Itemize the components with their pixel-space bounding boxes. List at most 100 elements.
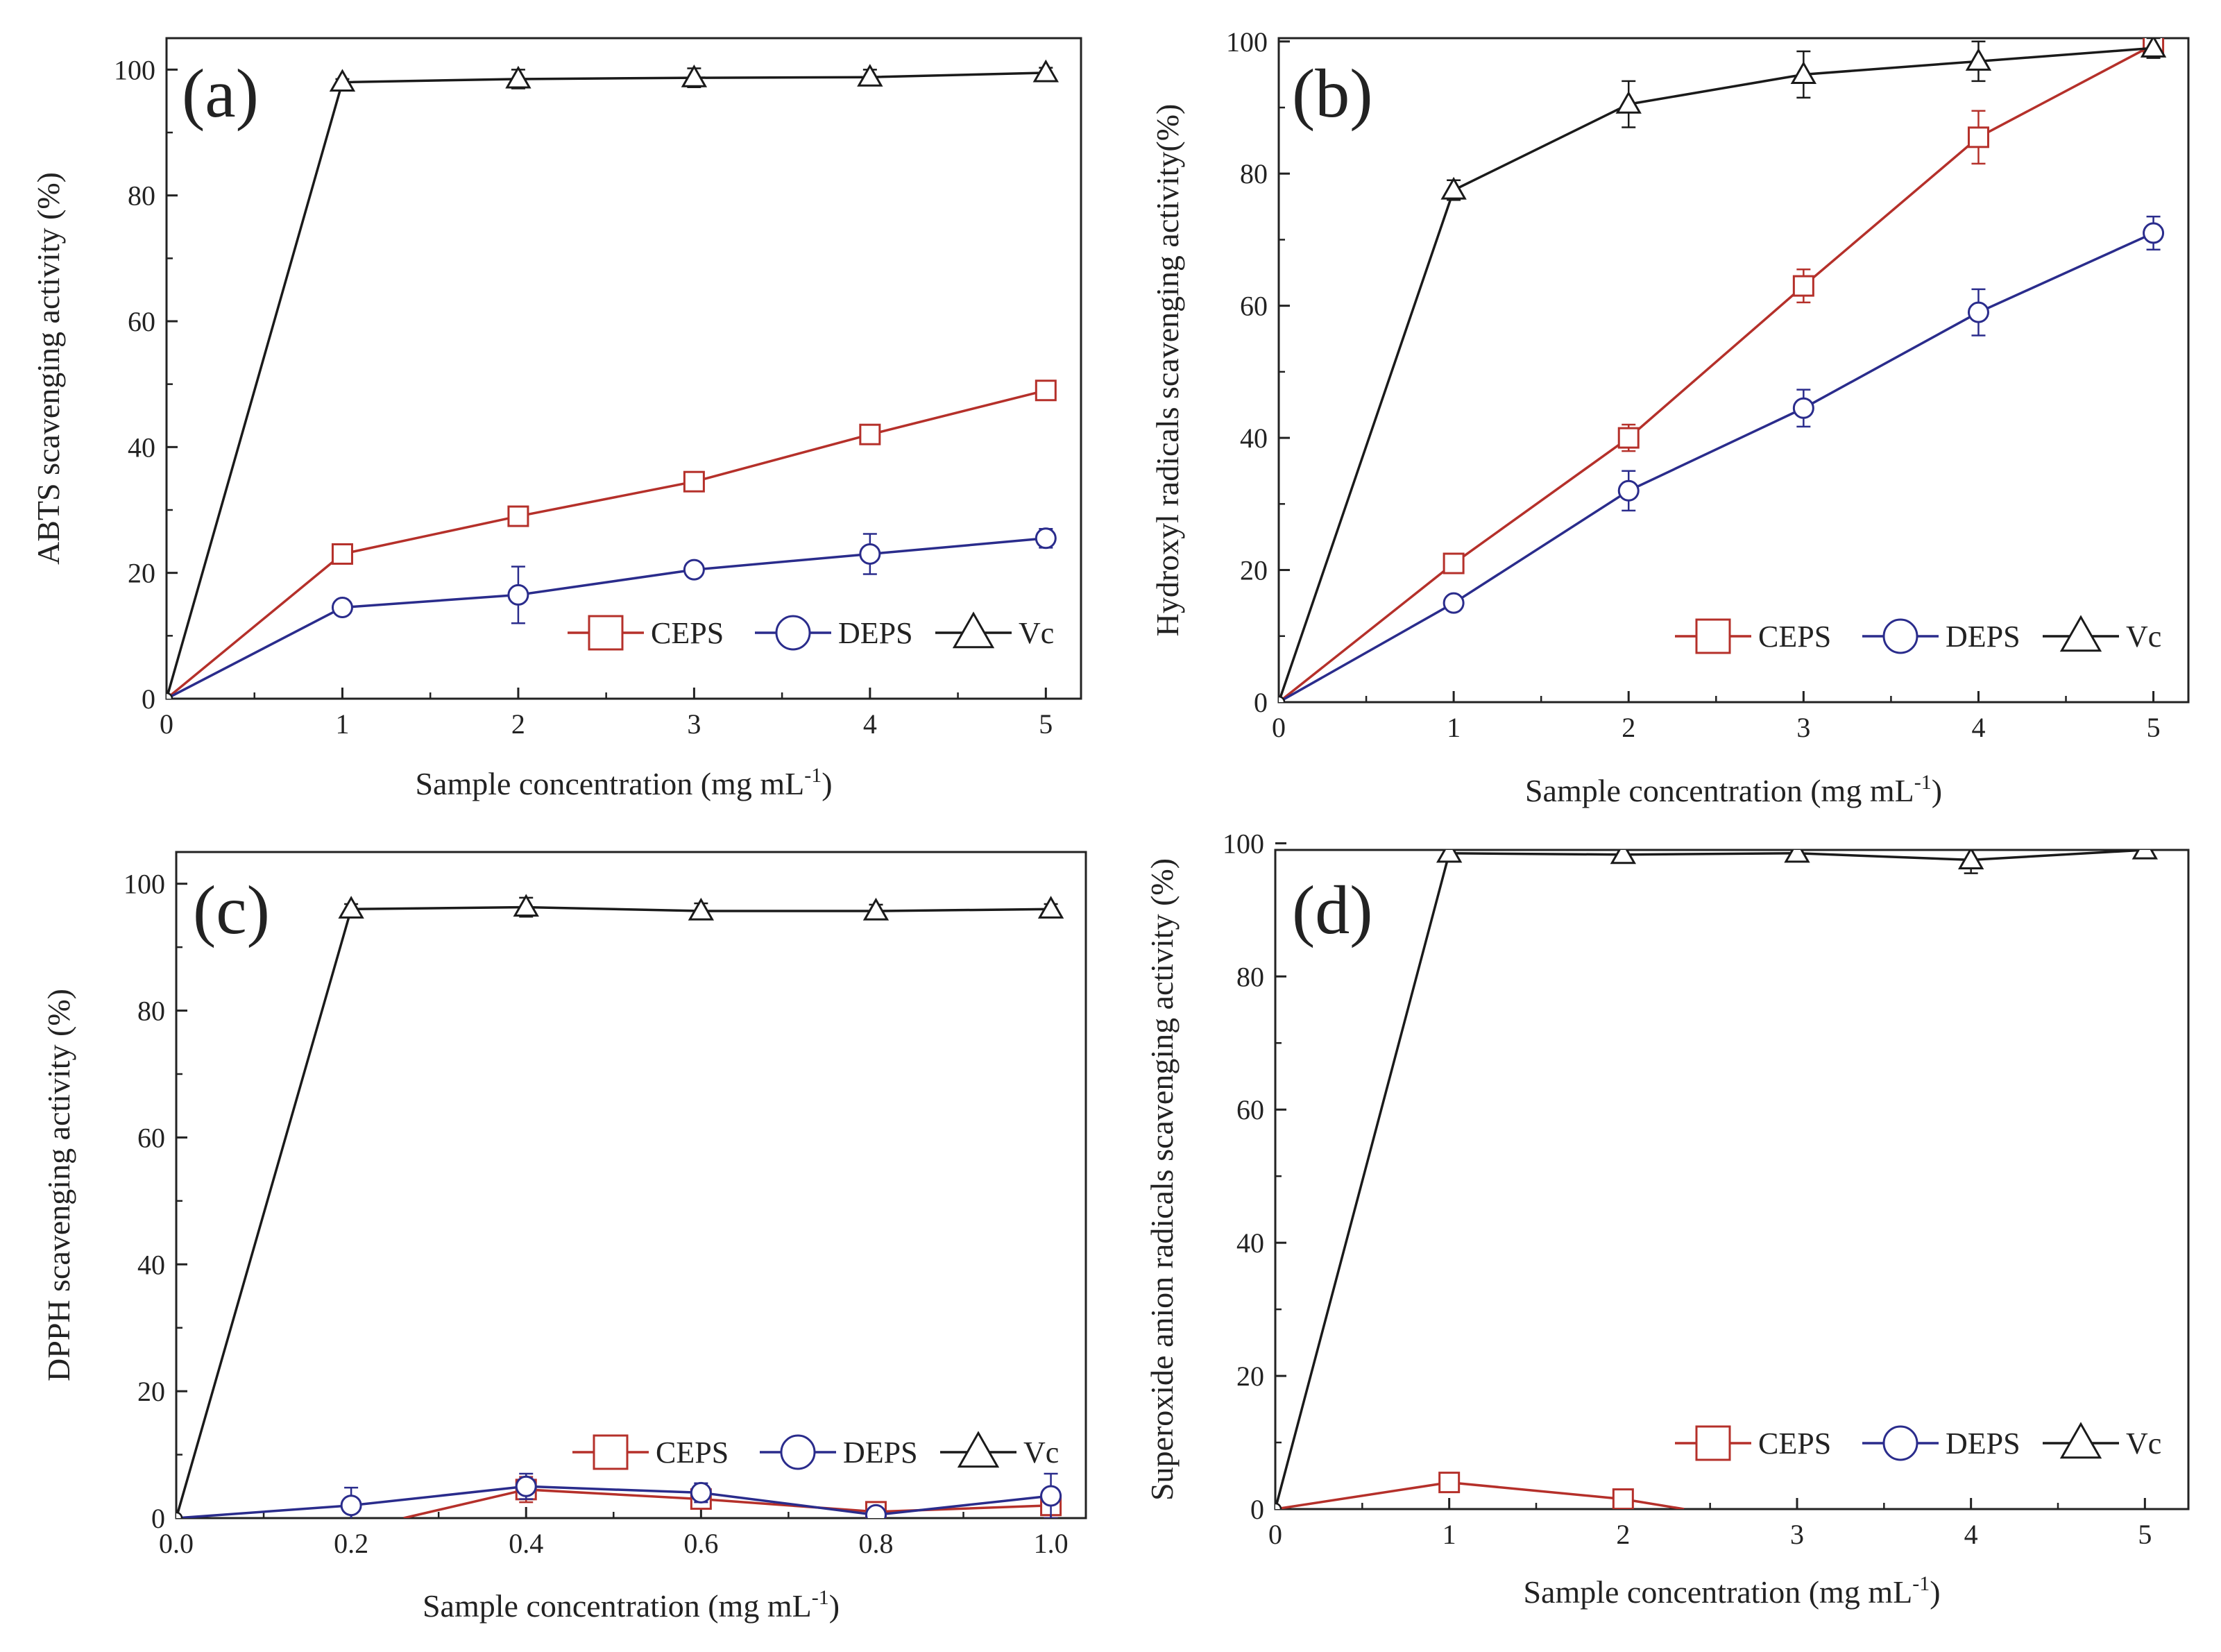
line-deps xyxy=(176,1485,1051,1518)
point-ceps xyxy=(507,505,529,527)
x-axis-title-main: Sample concentration (mg mL xyxy=(415,766,804,801)
legend-label-vc: Vc xyxy=(1019,616,1054,650)
point-vc xyxy=(1440,176,1467,200)
legend-marker-vc xyxy=(952,611,995,649)
legend-label-ceps: CEPS xyxy=(1758,620,1831,654)
y-axis-title: Superoxide anion radicals scavenging act… xyxy=(1144,858,1180,1501)
point-vc xyxy=(857,64,883,87)
x-axis-title-end: ) xyxy=(1932,773,1942,808)
y-tick-label: 60 xyxy=(137,1122,165,1153)
x-tick-label: 0 xyxy=(1268,1519,1282,1550)
legend-marker-ceps xyxy=(593,1434,629,1470)
plot-frame xyxy=(165,37,1082,700)
y-tick-label: 20 xyxy=(137,1376,165,1407)
point-deps xyxy=(683,559,705,581)
x-tick-label: 3 xyxy=(1790,1519,1804,1550)
x-tick-label: 2 xyxy=(1616,1519,1630,1550)
point-ceps xyxy=(683,470,705,493)
x-tick-label: 1 xyxy=(335,708,349,740)
legend-label-ceps: CEPS xyxy=(656,1436,729,1470)
y-axis-title: Hydroxyl radicals scavenging activity(%) xyxy=(1150,104,1185,637)
y-tick-label: 100 xyxy=(1226,26,1268,58)
point-vc xyxy=(1436,850,1463,863)
legend-marker-ceps xyxy=(1695,1425,1731,1461)
x-tick-label: 4 xyxy=(863,708,877,740)
plot-frame xyxy=(175,851,1087,1519)
plot-frame xyxy=(1274,849,2190,1510)
point-vc xyxy=(1037,896,1064,919)
legend-marker-vc xyxy=(2059,1422,2102,1459)
y-tick-label: 0 xyxy=(1250,1494,1264,1525)
point-ceps xyxy=(331,543,353,565)
y-tick-label: 40 xyxy=(137,1249,165,1280)
panel-b: 0 1 2 3 4 5 0 20 40 60 80 100 Sample concentration (… xyxy=(1150,26,2190,808)
legend-label-deps: DEPS xyxy=(1946,620,2020,654)
x-tick-label: 5 xyxy=(2147,712,2161,743)
point-ceps xyxy=(1617,427,1640,449)
point-deps xyxy=(515,1475,537,1497)
point-deps xyxy=(1040,1485,1062,1507)
y-tick-label: 100 xyxy=(1223,828,1264,859)
panel-letter: (c) xyxy=(193,871,270,948)
point-vc xyxy=(513,894,539,917)
legend-label-deps: DEPS xyxy=(838,616,913,650)
x-axis-title-main: Sample concentration (mg mL xyxy=(423,1588,812,1624)
line-vc xyxy=(167,71,1046,699)
point-vc xyxy=(2131,850,2159,860)
point-ceps xyxy=(1792,275,1814,297)
y-tick-label: 60 xyxy=(1240,291,1268,322)
legend-label-vc: Vc xyxy=(1023,1436,1059,1470)
point-ceps xyxy=(1443,552,1465,574)
point-deps xyxy=(507,584,529,606)
legend-marker-ceps xyxy=(1695,618,1731,654)
point-vc xyxy=(176,1511,183,1518)
point-deps xyxy=(690,1481,712,1504)
point-vc xyxy=(1610,850,1637,865)
y-tick-label: 40 xyxy=(128,432,155,463)
point-vc xyxy=(1965,48,1992,71)
legend: CEPS DEPS Vc xyxy=(572,1431,1059,1470)
legend-label-deps: DEPS xyxy=(1946,1427,2020,1461)
y-tick-label: 60 xyxy=(128,306,155,337)
point-vc xyxy=(2140,38,2167,58)
point-vc xyxy=(681,64,708,87)
x-tick-label: 2 xyxy=(511,708,525,740)
y-tick-label: 80 xyxy=(1236,961,1264,992)
series-ceps xyxy=(1275,1472,1685,1509)
y-tick-label: 0 xyxy=(142,683,155,715)
y-tick-label: 100 xyxy=(114,54,155,85)
point-ceps xyxy=(1035,380,1057,402)
point-deps xyxy=(331,597,353,619)
panel-letter: (a) xyxy=(182,55,259,132)
x-tick-label: 3 xyxy=(687,708,701,740)
series-vc xyxy=(176,894,1064,1518)
x-tick-label: 0 xyxy=(160,708,173,740)
y-tick-label: 0 xyxy=(151,1503,165,1534)
y-tick-label: 20 xyxy=(1240,555,1268,586)
x-tick-label: 0.6 xyxy=(683,1528,718,1559)
line-vc xyxy=(176,905,1051,1518)
y-tick-label: 0 xyxy=(1254,687,1268,718)
x-tick-label: 1 xyxy=(1443,1519,1456,1550)
legend: CEPS DEPS Vc xyxy=(1675,1422,2161,1461)
x-axis-title: Sample concentration (mg mL-1) xyxy=(423,1586,840,1624)
legend: CEPS DEPS Vc xyxy=(1675,615,2161,654)
legend-marker-ceps xyxy=(588,615,624,651)
panel-letter: (b) xyxy=(1292,55,1373,132)
point-vc xyxy=(1275,1502,1282,1509)
series-deps xyxy=(167,527,1057,699)
line-ceps xyxy=(1275,1481,1685,1509)
panel-d: 0 1 2 3 4 5 0 20 40 60 80 100 Sample concentration (… xyxy=(1144,828,2190,1610)
point-vc xyxy=(1279,695,1286,702)
x-tick-label: 5 xyxy=(1039,708,1053,740)
legend: CEPS DEPS Vc xyxy=(568,611,1054,651)
point-vc xyxy=(1784,850,1810,863)
point-vc xyxy=(1957,850,1984,869)
point-ceps xyxy=(1612,1488,1634,1509)
series-ceps xyxy=(1279,38,2165,702)
point-deps xyxy=(1443,592,1465,614)
line-ceps xyxy=(403,1488,1051,1518)
series-deps xyxy=(176,1472,1062,1518)
x-tick-label: 0.0 xyxy=(159,1528,194,1559)
y-tick-label: 20 xyxy=(128,558,155,589)
